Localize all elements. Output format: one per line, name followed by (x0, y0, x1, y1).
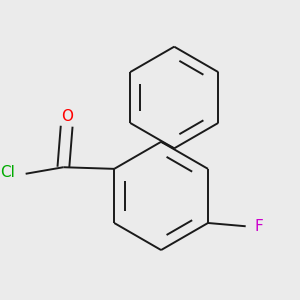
Text: O: O (61, 109, 73, 124)
Text: F: F (254, 219, 263, 234)
Text: Cl: Cl (0, 165, 15, 180)
